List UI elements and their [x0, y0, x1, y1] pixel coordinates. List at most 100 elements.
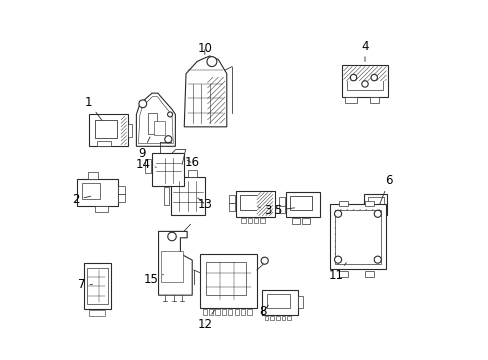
- Circle shape: [370, 75, 377, 81]
- Bar: [341, 65, 387, 97]
- Polygon shape: [136, 93, 175, 146]
- Bar: [266, 294, 289, 308]
- Text: 4: 4: [361, 40, 368, 62]
- Bar: [163, 186, 169, 205]
- Bar: [88, 172, 98, 179]
- Circle shape: [139, 100, 146, 108]
- Bar: [278, 204, 285, 213]
- Text: 16: 16: [184, 157, 199, 170]
- Bar: [215, 309, 219, 315]
- Bar: [254, 218, 258, 223]
- Bar: [121, 116, 126, 145]
- Bar: [375, 216, 381, 221]
- Circle shape: [361, 81, 367, 87]
- Bar: [145, 159, 151, 173]
- Bar: [86, 268, 108, 304]
- Bar: [127, 124, 132, 137]
- Circle shape: [373, 256, 381, 263]
- Circle shape: [334, 210, 341, 217]
- Bar: [234, 309, 238, 315]
- Bar: [241, 218, 245, 223]
- Text: 3: 3: [258, 204, 271, 217]
- Text: 10: 10: [197, 42, 212, 55]
- Bar: [208, 309, 213, 315]
- Bar: [95, 206, 107, 212]
- Bar: [229, 195, 234, 203]
- Bar: [285, 192, 319, 217]
- Bar: [334, 209, 380, 264]
- Bar: [77, 179, 118, 206]
- Circle shape: [167, 232, 176, 241]
- Bar: [95, 120, 117, 138]
- Bar: [188, 170, 197, 177]
- Bar: [275, 316, 279, 320]
- Bar: [147, 113, 157, 134]
- Bar: [367, 197, 383, 210]
- Bar: [241, 309, 244, 315]
- Bar: [270, 316, 274, 320]
- Circle shape: [164, 136, 171, 143]
- Text: 11: 11: [328, 262, 346, 282]
- Text: 14: 14: [136, 158, 156, 171]
- Text: 2: 2: [72, 193, 91, 206]
- Text: 1: 1: [84, 95, 102, 120]
- Bar: [200, 253, 256, 309]
- Circle shape: [349, 75, 356, 81]
- Text: 7: 7: [78, 278, 92, 291]
- Bar: [346, 69, 383, 90]
- Bar: [278, 197, 285, 206]
- Bar: [364, 271, 373, 276]
- Bar: [334, 210, 380, 264]
- Bar: [297, 296, 303, 309]
- Circle shape: [167, 112, 172, 117]
- Bar: [339, 201, 347, 206]
- Bar: [339, 271, 347, 276]
- Bar: [202, 309, 206, 315]
- Circle shape: [261, 257, 268, 264]
- Bar: [97, 141, 111, 146]
- Bar: [364, 194, 386, 215]
- Bar: [302, 218, 309, 224]
- Bar: [262, 290, 297, 315]
- Bar: [82, 183, 100, 199]
- Bar: [235, 191, 274, 217]
- Bar: [329, 204, 386, 270]
- Bar: [161, 251, 183, 283]
- Bar: [207, 77, 224, 123]
- Bar: [221, 309, 225, 315]
- Bar: [228, 309, 232, 315]
- Bar: [286, 316, 290, 320]
- Bar: [172, 153, 182, 165]
- Bar: [368, 216, 374, 221]
- Bar: [118, 194, 124, 202]
- Circle shape: [334, 256, 341, 263]
- Bar: [84, 263, 110, 309]
- Text: 12: 12: [197, 309, 215, 331]
- Bar: [239, 195, 263, 210]
- Bar: [369, 97, 378, 103]
- Bar: [364, 201, 373, 206]
- Bar: [343, 67, 386, 81]
- Bar: [247, 309, 251, 315]
- Bar: [229, 203, 234, 211]
- Bar: [205, 262, 245, 295]
- Text: 8: 8: [259, 305, 268, 318]
- Bar: [260, 218, 264, 223]
- Text: 13: 13: [197, 198, 212, 211]
- Bar: [89, 310, 105, 316]
- Bar: [281, 316, 285, 320]
- Bar: [152, 153, 184, 186]
- Polygon shape: [158, 231, 192, 295]
- Polygon shape: [184, 56, 226, 127]
- Circle shape: [373, 210, 381, 217]
- Bar: [171, 177, 204, 215]
- Bar: [264, 316, 268, 320]
- Bar: [118, 186, 124, 194]
- Bar: [290, 196, 312, 210]
- Bar: [88, 114, 127, 146]
- Bar: [345, 97, 356, 103]
- Bar: [175, 170, 183, 177]
- Bar: [154, 121, 164, 135]
- Circle shape: [206, 57, 216, 67]
- Text: 6: 6: [379, 174, 392, 204]
